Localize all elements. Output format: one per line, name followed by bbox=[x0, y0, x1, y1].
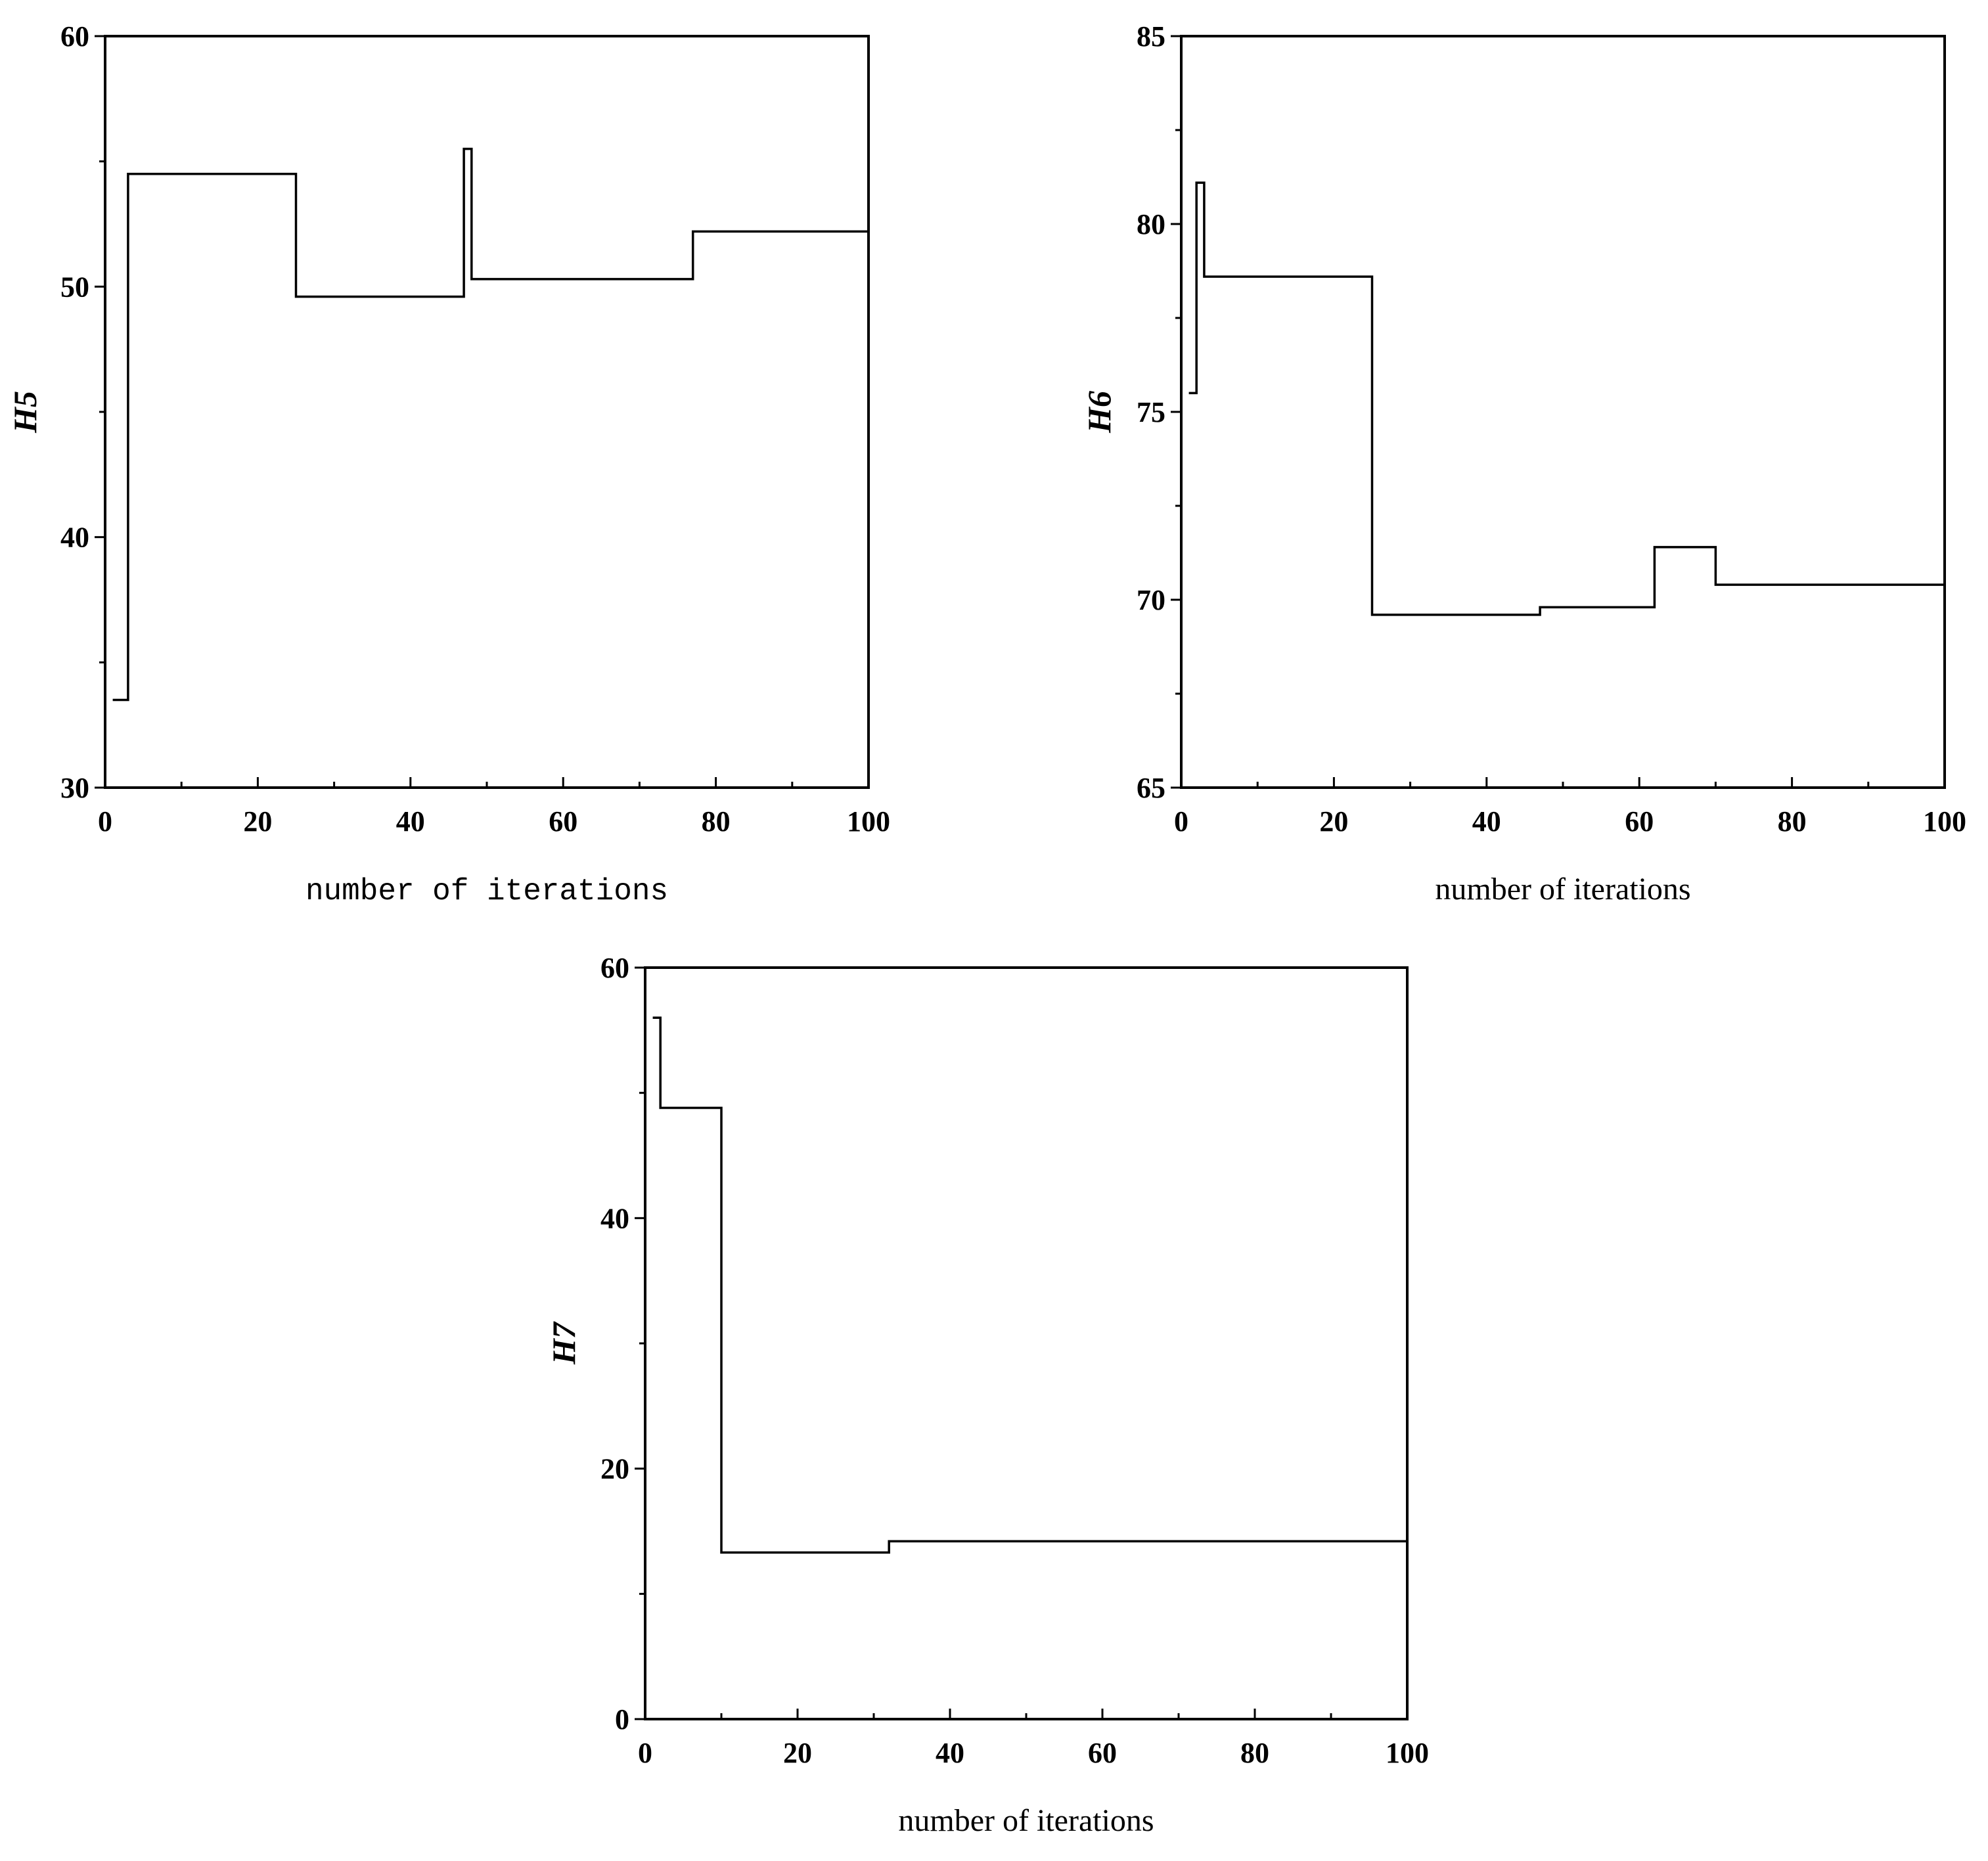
x-tick-label: 100 bbox=[1386, 1737, 1429, 1769]
x-tick-label: 20 bbox=[243, 805, 272, 838]
plot-frame bbox=[1180, 35, 1946, 789]
x-tick-label: 20 bbox=[783, 1737, 812, 1769]
x-tick-label: 40 bbox=[1472, 805, 1501, 838]
data-series-line bbox=[1188, 181, 1945, 616]
data-series-line bbox=[652, 1016, 1407, 1554]
y-tick-label: 40 bbox=[60, 522, 89, 554]
x-tick-label: 80 bbox=[1778, 805, 1807, 838]
y-tick-label: 20 bbox=[600, 1453, 629, 1485]
x-tick-label: 100 bbox=[847, 805, 890, 838]
y-tick-label: 85 bbox=[1137, 20, 1165, 53]
data-series-line bbox=[112, 147, 869, 702]
y-tick-label: 40 bbox=[600, 1202, 629, 1234]
y-tick-label: 30 bbox=[60, 772, 89, 804]
x-tick-label: 80 bbox=[702, 805, 731, 838]
y-axis-label: H5 bbox=[7, 391, 43, 434]
x-tick-label: 100 bbox=[1923, 805, 1966, 838]
y-tick-label: 80 bbox=[1137, 208, 1165, 240]
x-tick-label: 40 bbox=[396, 805, 425, 838]
chart-panel-h7: 0 20 40 60 80 100 0 20 40 60 H7 number of iteration… bbox=[545, 952, 1429, 1838]
y-tick-label: 75 bbox=[1137, 396, 1165, 428]
x-tick-label: 40 bbox=[936, 1737, 964, 1769]
y-tick-label: 70 bbox=[1137, 584, 1165, 616]
y-tick-label: 65 bbox=[1137, 772, 1165, 804]
chart-panel-h5: 0 20 40 60 80 100 30 40 50 60 H5 number of iteratio… bbox=[7, 20, 890, 908]
plot-frame bbox=[644, 966, 1409, 1720]
y-axis-label: H7 bbox=[545, 1321, 582, 1365]
x-axis-label: number of iterations bbox=[1435, 872, 1690, 907]
chart-panel-h6: 0 20 40 60 80 100 65 70 75 80 85 H6 number of iterat… bbox=[1081, 20, 1966, 907]
x-tick-label: 60 bbox=[549, 805, 577, 838]
x-tick-label: 60 bbox=[1625, 805, 1654, 838]
x-axis-label: number of iterations bbox=[898, 1803, 1154, 1838]
x-tick-label: 0 bbox=[1174, 805, 1188, 838]
y-tick-label: 50 bbox=[60, 271, 89, 303]
y-tick-label: 60 bbox=[60, 20, 89, 53]
y-tick-label: 0 bbox=[615, 1703, 629, 1736]
x-tick-label: 80 bbox=[1240, 1737, 1269, 1769]
x-axis-label: number of iterations bbox=[305, 874, 668, 908]
x-tick-label: 0 bbox=[98, 805, 112, 838]
x-tick-label: 20 bbox=[1319, 805, 1348, 838]
x-tick-label: 60 bbox=[1088, 1737, 1117, 1769]
y-axis-label: H6 bbox=[1081, 391, 1118, 434]
x-tick-label: 0 bbox=[638, 1737, 652, 1769]
plot-frame bbox=[104, 35, 870, 789]
y-tick-label: 60 bbox=[600, 952, 629, 984]
